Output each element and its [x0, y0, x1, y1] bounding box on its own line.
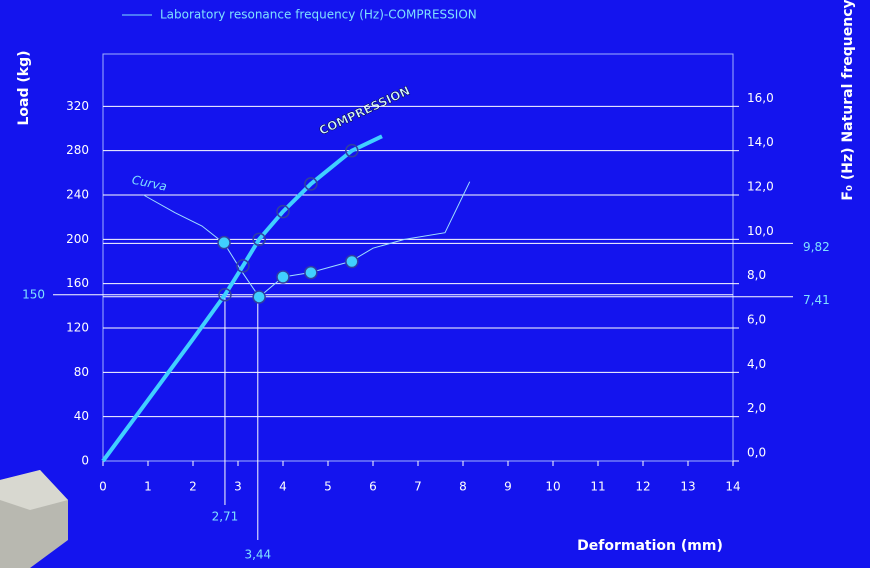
data-point	[217, 235, 231, 250]
y2-tick-label: 6,0	[747, 313, 766, 327]
data-point	[276, 270, 290, 284]
y2-tick-label: 16,0	[747, 91, 774, 105]
x-tick-label: 8	[459, 480, 467, 494]
guide-label: 3,44	[244, 548, 271, 562]
y-tick-label: 280	[66, 143, 89, 157]
x-tick-label: 3	[234, 480, 242, 494]
y2-tick-label: 0,0	[747, 446, 766, 460]
guide-label: 150	[22, 287, 45, 301]
x-tick-label: 5	[324, 480, 332, 494]
guide-label: 9,82	[803, 240, 830, 254]
guide-label: 2,71	[212, 510, 239, 524]
x-tick-label: 6	[369, 480, 377, 494]
x-tick-label: 12	[635, 480, 650, 494]
data-point	[252, 232, 266, 247]
x-tick-label: 0	[99, 480, 107, 494]
data-point	[304, 265, 318, 280]
x-tick-label: 13	[680, 480, 695, 494]
y2-tick-label: 14,0	[747, 135, 774, 149]
y-axis-label: Load (kg)	[16, 50, 32, 125]
x-axis-label: Deformation (mm)	[577, 538, 723, 554]
y-tick-label: 320	[66, 99, 89, 113]
x-tick-label: 1	[144, 480, 152, 494]
y2-tick-label: 8,0	[747, 268, 766, 282]
y-tick-label: 200	[66, 232, 89, 246]
guide-label: 7,41	[803, 293, 830, 307]
y2-tick-label: 4,0	[747, 357, 766, 371]
x-tick-label: 14	[725, 480, 740, 494]
y2-tick-label: 10,0	[747, 224, 774, 238]
x-tick-label: 9	[504, 480, 512, 494]
y-tick-label: 0	[81, 454, 89, 468]
data-point	[345, 254, 359, 269]
x-tick-label: 11	[590, 480, 605, 494]
legend-label: Laboratory resonance frequency (Hz)-COMP…	[160, 8, 477, 22]
y-tick-label: 40	[74, 409, 89, 423]
y2-axis-label: F₀ (Hz) Natural frequency	[840, 0, 856, 201]
y-tick-label: 240	[66, 188, 89, 202]
y2-tick-label: 12,0	[747, 180, 774, 194]
data-point	[252, 290, 266, 304]
data-point	[304, 177, 318, 191]
decor-block-top	[0, 470, 68, 510]
y-tick-label: 160	[66, 276, 89, 290]
x-tick-label: 7	[414, 480, 422, 494]
x-tick-label: 4	[279, 480, 287, 494]
x-tick-label: 10	[545, 480, 560, 494]
y-tick-label: 80	[74, 365, 89, 379]
x-tick-label: 2	[189, 480, 197, 494]
data-point	[276, 204, 290, 219]
load-line	[101, 134, 383, 463]
data-point	[345, 143, 359, 158]
y-tick-label: 120	[66, 321, 89, 335]
y2-tick-label: 2,0	[747, 401, 766, 415]
data-point	[236, 259, 250, 273]
data-point	[218, 288, 232, 302]
